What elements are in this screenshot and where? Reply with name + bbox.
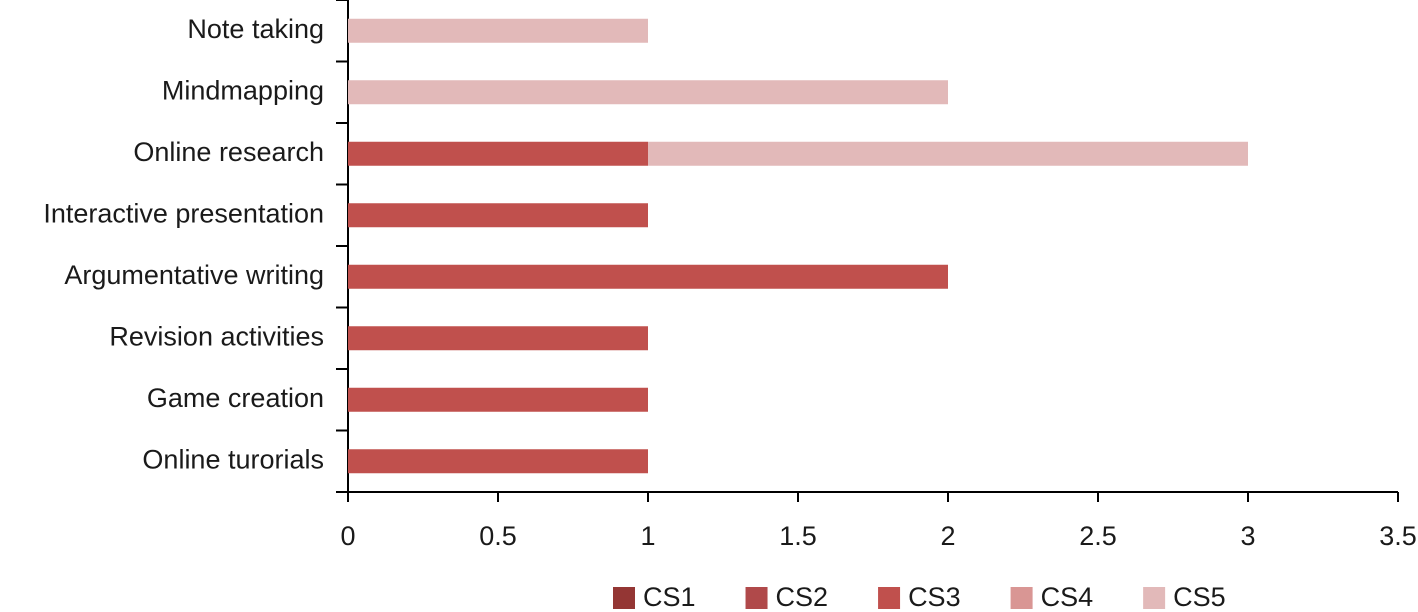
bar [348,264,948,289]
x-tick-label: 0 [340,521,355,551]
bar [348,449,648,474]
bar [348,141,648,166]
legend-swatch [878,587,901,609]
legend-swatch [1143,587,1166,609]
legend-swatch [613,587,635,609]
y-tick-label: Note taking [187,14,324,44]
y-tick-label: Online turorials [142,444,324,474]
bar [648,141,1248,166]
legend-label: CS4 [1041,582,1094,612]
legend-label: CS5 [1173,582,1226,612]
legend-swatch [1010,587,1033,609]
y-tick-label: Argumentative writing [64,260,324,290]
y-tick-label: Interactive presentation [43,198,324,228]
y-tick-label: Online research [133,137,324,167]
legend-label: CS1 [643,582,696,612]
y-tick-label: Game creation [147,383,324,413]
x-tick-label: 0.5 [479,521,517,551]
legend-label: CS3 [908,582,961,612]
bar [348,80,948,105]
x-tick-label: 2.5 [1079,521,1117,551]
y-tick-label: Revision activities [109,321,324,351]
bar [348,387,648,412]
legend-label: CS2 [776,582,829,612]
x-tick-label: 1 [640,521,655,551]
bar [348,203,648,228]
legend-swatch [745,587,768,609]
x-tick-label: 1.5 [779,521,817,551]
x-tick-label: 3.5 [1379,521,1417,551]
x-tick-label: 3 [1240,521,1255,551]
y-tick-label: Mindmapping [162,75,324,105]
bar [348,326,648,351]
x-tick-label: 2 [940,521,955,551]
bar [348,18,648,43]
